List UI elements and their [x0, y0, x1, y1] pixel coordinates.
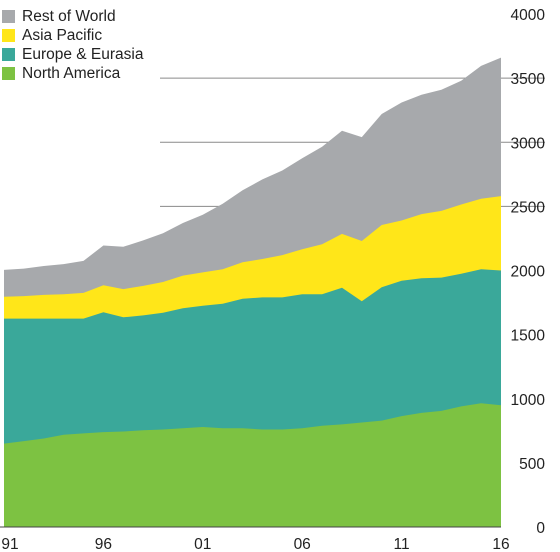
y-axis: 0 500 1000 1500 2000 2500 3000 3500 4000 — [511, 7, 546, 537]
legend-label: North America — [22, 65, 121, 82]
legend-label: Asia Pacific — [22, 27, 103, 44]
y-tick-label: 500 — [519, 456, 545, 473]
legend: Rest of World Asia Pacific Europe & Eura… — [2, 7, 144, 83]
y-tick-label: 1500 — [511, 328, 546, 345]
x-tick-label: 11 — [394, 536, 410, 552]
x-tick-label: 96 — [95, 536, 112, 552]
legend-item-europe-eurasia: Europe & Eurasia — [2, 45, 144, 64]
area-series — [4, 57, 501, 527]
legend-swatch — [2, 48, 15, 61]
y-tick-label: 2000 — [511, 264, 546, 281]
y-tick-label: 3000 — [511, 135, 546, 152]
x-tick-label: 91 — [1, 536, 18, 552]
y-tick-label: 1000 — [511, 392, 546, 409]
legend-label: Europe & Eurasia — [22, 46, 144, 63]
y-tick-label: 2500 — [511, 199, 546, 216]
x-tick-label: 16 — [492, 536, 509, 552]
area-north-america — [4, 403, 501, 527]
x-tick-label: 01 — [194, 536, 211, 552]
y-tick-label: 0 — [536, 520, 545, 537]
y-tick-label: 3500 — [511, 71, 546, 88]
x-tick-label: 06 — [294, 536, 311, 552]
legend-swatch — [2, 10, 15, 23]
legend-item-asia-pacific: Asia Pacific — [2, 26, 144, 45]
legend-item-north-america: North America — [2, 64, 144, 83]
y-tick-label: 4000 — [511, 7, 546, 24]
legend-swatch — [2, 29, 15, 42]
legend-item-rest-of-world: Rest of World — [2, 7, 144, 26]
x-axis: 91 96 01 06 11 16 — [0, 526, 510, 552]
legend-swatch — [2, 67, 15, 80]
legend-label: Rest of World — [22, 8, 116, 25]
